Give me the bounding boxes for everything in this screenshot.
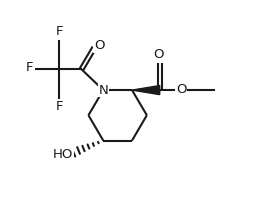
Text: O: O [176, 83, 186, 96]
Text: O: O [153, 48, 164, 61]
Text: HO: HO [53, 148, 73, 161]
Text: N: N [98, 84, 108, 97]
Polygon shape [132, 86, 160, 95]
Text: F: F [56, 100, 63, 113]
Text: F: F [56, 25, 63, 38]
Text: F: F [26, 61, 33, 74]
Text: O: O [94, 39, 105, 52]
